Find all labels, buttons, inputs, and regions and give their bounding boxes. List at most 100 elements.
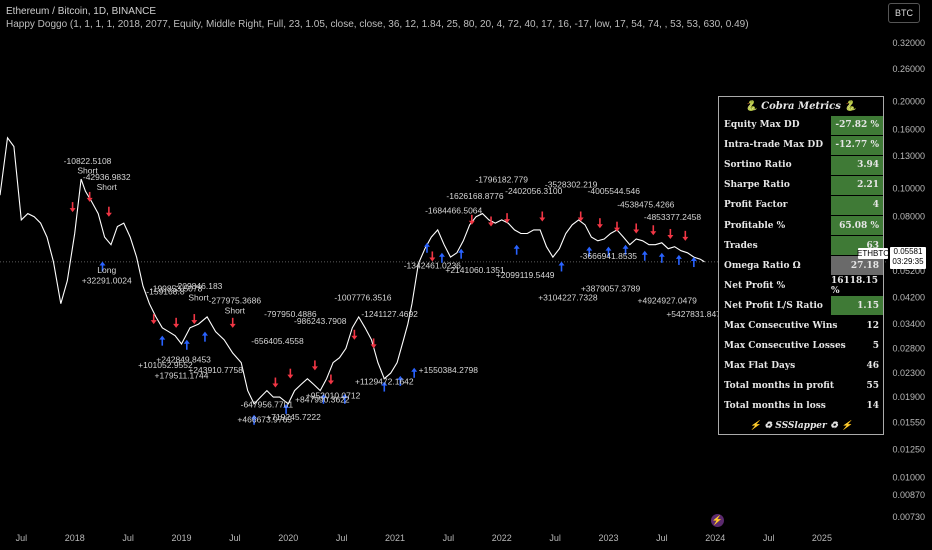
short-arrow-icon bbox=[105, 206, 112, 217]
metric-row: Max Flat Days 46 bbox=[719, 356, 883, 376]
short-arrow-icon bbox=[468, 214, 475, 225]
metric-value: 65.08 % bbox=[831, 216, 883, 236]
metric-label: Max Consecutive Losses bbox=[724, 341, 846, 352]
long-arrow-icon bbox=[622, 244, 629, 255]
trade-pnl-label: +3879057.3789 bbox=[581, 284, 641, 294]
trade-pnl-label: -4005544.546 bbox=[588, 186, 641, 196]
trade-pnl-label: -4538475.4266 bbox=[617, 200, 674, 210]
long-arrow-icon bbox=[513, 244, 520, 255]
long-arrow-icon bbox=[201, 331, 208, 342]
trade-pnl-label: -1684466.5064 bbox=[425, 206, 482, 216]
y-tick-label: 0.01250 bbox=[892, 445, 925, 455]
metric-value: 1.15 bbox=[831, 296, 883, 316]
cobra-metrics-table: 🐍 Cobra Metrics 🐍 Equity Max DD -27.82 % I… bbox=[718, 96, 884, 435]
trade-pnl-label: -10822.5108 bbox=[64, 156, 112, 166]
short-arrow-icon bbox=[488, 216, 495, 227]
metric-row: Profit Factor 4 bbox=[719, 195, 883, 215]
trade-pnl-label: -277975.3686 bbox=[209, 296, 262, 306]
metrics-footer: ⚡ ♻ SSSlapper ♻ ⚡ bbox=[749, 421, 853, 432]
x-tick-label: 2020 bbox=[278, 533, 298, 543]
long-arrow-icon bbox=[586, 246, 593, 257]
y-tick-label: 0.32000 bbox=[892, 38, 925, 48]
long-arrow-icon bbox=[397, 375, 404, 386]
x-tick-label: Jul bbox=[656, 533, 668, 543]
x-tick-label: Jul bbox=[229, 533, 241, 543]
metric-label: Trades bbox=[724, 240, 758, 251]
trade-pnl-label: -159168.8 bbox=[146, 287, 185, 297]
last-price-box: 0.05581 03:29:35 bbox=[890, 247, 926, 269]
trade-pnl-label: +466673.9765 bbox=[237, 415, 292, 425]
y-tick-label: 0.04200 bbox=[892, 293, 925, 303]
price-countdown: 03:29:35 bbox=[892, 257, 924, 266]
trade-pnl-label: +847990.3622 bbox=[295, 394, 350, 404]
trade-pnl-label: +719245.7222 bbox=[266, 412, 321, 422]
y-tick-label: 0.03400 bbox=[892, 319, 925, 329]
short-arrow-icon bbox=[539, 211, 546, 222]
long-arrow-icon bbox=[251, 414, 258, 425]
metric-row: Net Profit % 16118.15 % bbox=[719, 276, 883, 296]
trade-pnl-label: +179511.1744 bbox=[154, 371, 208, 381]
x-tick-label: 2021 bbox=[385, 533, 405, 543]
short-arrow-icon bbox=[272, 377, 279, 388]
short-arrow-icon bbox=[287, 368, 294, 379]
trade-pnl-label: -1342461.0236 bbox=[404, 260, 461, 270]
trade-pnl-label: +242849.8453 bbox=[156, 355, 211, 365]
y-tick-label: 0.05200 bbox=[892, 266, 925, 276]
trade-pnl-label: +3104227.7328 bbox=[538, 293, 598, 303]
trade-signal-label: Short bbox=[188, 293, 209, 303]
trade-pnl-label: -199853.5078 bbox=[150, 284, 203, 294]
metric-value: 3.94 bbox=[831, 155, 883, 175]
y-tick-label: 0.01900 bbox=[892, 392, 925, 402]
short-arrow-icon bbox=[173, 317, 180, 328]
trade-pnl-label: +1550384.2798 bbox=[419, 365, 479, 375]
metric-label: Omega Ratio Ω bbox=[724, 260, 801, 271]
metric-label: Net Profit L/S Ratio bbox=[724, 300, 823, 311]
bolt-icon[interactable]: ⚡ bbox=[711, 514, 724, 527]
metric-row: Intra-trade Max DD -12.77 % bbox=[719, 135, 883, 155]
y-tick-label: 0.13000 bbox=[892, 151, 925, 161]
y-tick-label: 0.00730 bbox=[892, 512, 925, 522]
long-arrow-icon bbox=[183, 339, 190, 350]
short-arrow-icon bbox=[191, 314, 198, 325]
y-tick-label: 0.02300 bbox=[892, 368, 925, 378]
trade-pnl-label: -986243.7908 bbox=[294, 316, 347, 326]
short-arrow-icon bbox=[504, 213, 511, 224]
x-tick-label: Jul bbox=[122, 533, 134, 543]
trade-pnl-label: -656405.4558 bbox=[251, 336, 304, 346]
y-tick-label: 0.16000 bbox=[892, 125, 925, 135]
y-tick-label: 0.01000 bbox=[892, 473, 925, 483]
metric-value: 27.18 bbox=[831, 256, 883, 276]
trade-pnl-label: -1241127.4692 bbox=[361, 309, 418, 319]
long-arrow-icon bbox=[423, 242, 430, 253]
metric-row: Net Profit L/S Ratio 1.15 bbox=[719, 296, 883, 316]
long-arrow-icon bbox=[283, 403, 290, 414]
currency-button[interactable]: BTC bbox=[888, 3, 920, 23]
x-tick-label: 2024 bbox=[705, 533, 725, 543]
trade-pnl-label: -3528302.219 bbox=[545, 179, 598, 189]
trade-pnl-label: +2099119.5449 bbox=[496, 270, 555, 280]
metric-label: Profitable % bbox=[724, 220, 786, 231]
metric-label: Max Consecutive Wins bbox=[724, 320, 838, 331]
y-tick-label: 0.01550 bbox=[892, 418, 925, 428]
short-arrow-icon bbox=[351, 329, 358, 340]
trade-pnl-label: -1007776.3516 bbox=[334, 293, 391, 303]
trade-pnl-label: +243910.7758 bbox=[188, 365, 243, 375]
metric-label: Intra-trade Max DD bbox=[724, 140, 824, 151]
metric-row: Total months in loss 14 bbox=[719, 396, 883, 416]
x-tick-label: 2023 bbox=[598, 533, 618, 543]
last-price: 0.05581 bbox=[893, 247, 923, 256]
metric-value: -12.77 % bbox=[831, 135, 883, 155]
short-arrow-icon bbox=[613, 221, 620, 232]
short-arrow-icon bbox=[327, 374, 334, 385]
short-arrow-icon bbox=[667, 228, 674, 239]
metrics-title: 🐍 Cobra Metrics 🐍 bbox=[745, 100, 857, 112]
indicator-settings[interactable]: Happy Doggo (1, 1, 1, 1, 2018, 2077, Equ… bbox=[6, 19, 749, 30]
long-arrow-icon bbox=[690, 257, 697, 268]
trade-pnl-label: +32291.0024 bbox=[82, 275, 132, 285]
trade-pnl-label: +5427831.8476 bbox=[666, 309, 726, 319]
metric-value: 4 bbox=[831, 195, 883, 215]
trade-pnl-label: +2141060.1351 bbox=[445, 265, 505, 275]
metric-row: Sortino Ratio 3.94 bbox=[719, 155, 883, 175]
long-arrow-icon bbox=[675, 254, 682, 265]
